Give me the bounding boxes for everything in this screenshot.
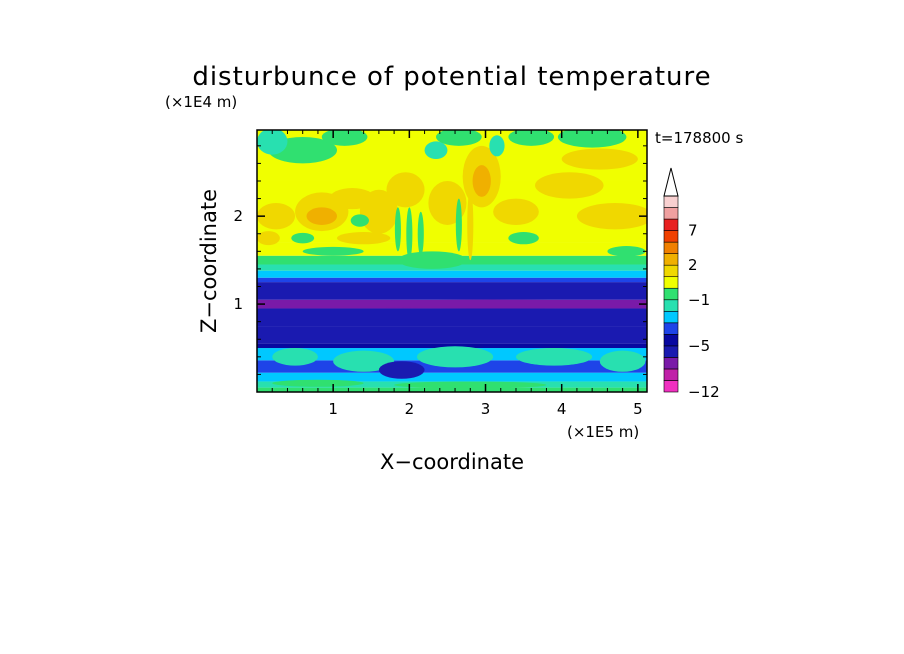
contour-cell-14 bbox=[336, 231, 391, 245]
colorbar-segment-12 bbox=[663, 241, 679, 254]
contour-cell-43 bbox=[394, 381, 547, 389]
colorbar-label: −5 bbox=[688, 337, 710, 355]
contour-cell-17 bbox=[321, 130, 368, 146]
colorbar-segment-7 bbox=[663, 299, 679, 312]
colorbar-segment-11 bbox=[663, 253, 679, 266]
contour-cell-42 bbox=[272, 379, 364, 387]
contour-cell-13 bbox=[561, 148, 638, 170]
contour-cell-9 bbox=[472, 165, 491, 197]
x-unit-label: (×1E5 m) bbox=[567, 423, 639, 441]
contour-cell-18 bbox=[424, 141, 448, 160]
contour-cell-30 bbox=[417, 211, 424, 256]
contour-cell-28 bbox=[397, 251, 467, 269]
colorbar: −12−5−127 bbox=[663, 167, 720, 401]
colorbar-segment-0 bbox=[663, 380, 679, 393]
colorbar-label: 2 bbox=[688, 256, 698, 274]
y-unit-label: (×1E4 m) bbox=[165, 93, 237, 111]
colorbar-segment-2 bbox=[663, 357, 679, 370]
colorbar-segment-10 bbox=[663, 264, 679, 278]
contour-cell-20 bbox=[489, 135, 505, 157]
y-tick-label: 1 bbox=[233, 295, 243, 313]
x-tick-label: 1 bbox=[328, 400, 338, 418]
contour-cell-24 bbox=[350, 214, 369, 227]
y-tick-label: 2 bbox=[233, 207, 243, 225]
contour-cell-36 bbox=[272, 348, 318, 366]
colorbar-segment-1 bbox=[663, 368, 679, 381]
contour-band-7 bbox=[257, 308, 647, 327]
colorbar-label: 7 bbox=[688, 222, 698, 240]
colorbar-segment-15 bbox=[663, 207, 679, 220]
contour-field bbox=[257, 130, 647, 392]
colorbar-segment-5 bbox=[663, 322, 679, 335]
contour-band-11 bbox=[257, 270, 647, 278]
colorbar-label: −12 bbox=[688, 383, 720, 401]
colorbar-segment-14 bbox=[663, 218, 679, 231]
colorbar-segment-6 bbox=[663, 310, 679, 324]
colorbar-label: −1 bbox=[688, 291, 710, 309]
time-label: t=178800 s bbox=[655, 129, 743, 147]
colorbar-segment-9 bbox=[663, 276, 679, 289]
contour-cell-41 bbox=[378, 361, 425, 379]
x-tick-label: 4 bbox=[557, 400, 567, 418]
contour-cell-2 bbox=[257, 202, 296, 230]
contour-cell-40 bbox=[599, 350, 646, 372]
contour-cell-12 bbox=[576, 202, 647, 230]
colorbar-segment-4 bbox=[663, 334, 679, 347]
contour-cell-16 bbox=[257, 130, 288, 155]
contour-cell-35 bbox=[348, 299, 638, 309]
contour-cell-1 bbox=[306, 207, 337, 225]
contour-band-6 bbox=[257, 326, 647, 344]
y-axis-label: Z−coordinate bbox=[197, 189, 221, 333]
contour-band-12 bbox=[257, 264, 647, 271]
x-tick-label: 2 bbox=[405, 400, 415, 418]
contour-band-2 bbox=[257, 372, 647, 382]
contour-cell-10 bbox=[493, 198, 539, 225]
contour-cell-6 bbox=[386, 172, 425, 208]
contour-cell-26 bbox=[607, 246, 646, 257]
colorbar-segment-16 bbox=[663, 195, 679, 208]
x-axis-label: X−coordinate bbox=[380, 450, 524, 474]
contour-cell-39 bbox=[515, 348, 593, 366]
contour-cell-31 bbox=[394, 207, 401, 252]
contour-cell-5 bbox=[359, 189, 398, 234]
x-tick-label: 3 bbox=[481, 400, 491, 418]
colorbar-segment-8 bbox=[663, 287, 679, 301]
colorbar-extend-arrow bbox=[663, 167, 679, 197]
contour-band-10 bbox=[257, 277, 647, 283]
plot-frame bbox=[256, 129, 648, 393]
contour-band-0 bbox=[257, 387, 647, 392]
colorbar-segment-13 bbox=[663, 230, 679, 243]
contour-cell-27 bbox=[302, 246, 364, 256]
x-tick-label: 5 bbox=[633, 400, 643, 418]
contour-cell-25 bbox=[508, 231, 539, 245]
contour-cell-23 bbox=[291, 232, 315, 244]
contour-cell-3 bbox=[257, 231, 280, 246]
contour-cell-22 bbox=[557, 130, 627, 148]
contour-cell-19 bbox=[436, 130, 482, 146]
contour-cell-32 bbox=[467, 189, 474, 261]
chart-title: disturbunce of potential temperature bbox=[192, 62, 711, 92]
x-axis: 1 2 3 4 5 bbox=[271, 130, 643, 418]
contour-cell-38 bbox=[416, 346, 494, 368]
contour-cell-29 bbox=[406, 207, 413, 261]
contour-cell-37 bbox=[333, 350, 395, 372]
contour-cell-11 bbox=[535, 172, 604, 199]
colorbar-segment-3 bbox=[663, 345, 679, 358]
contour-band-5 bbox=[257, 343, 647, 349]
contour-cell-21 bbox=[508, 130, 555, 146]
contour-band-9 bbox=[257, 282, 647, 300]
y-axis: 12 bbox=[233, 145, 647, 375]
contour-cell-33 bbox=[455, 198, 462, 252]
